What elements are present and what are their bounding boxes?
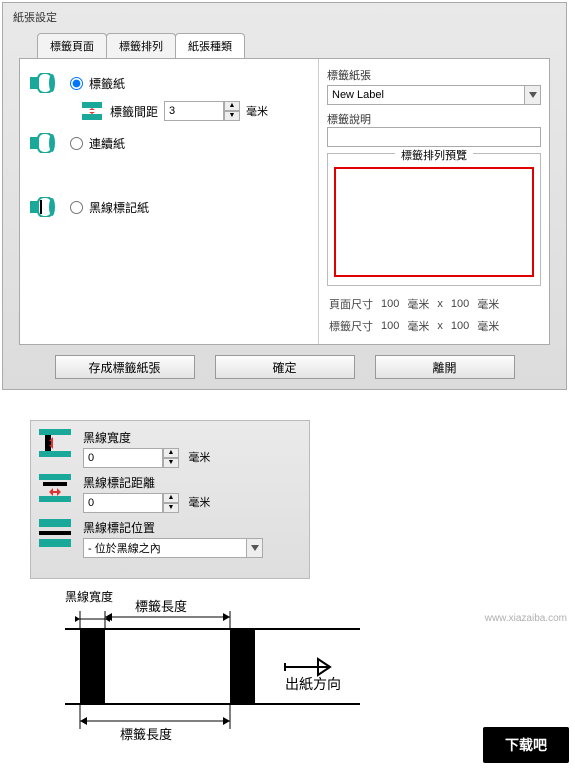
bl-dist-label: 黑線標記距離 — [83, 474, 301, 491]
radio-blackmark[interactable] — [70, 201, 83, 214]
dialog-title: 紙張設定 — [7, 7, 562, 27]
save-template-button[interactable]: 存成標籤紙張 — [55, 355, 195, 379]
tab-paper-type[interactable]: 紙張種類 — [175, 33, 245, 58]
table-row: 頁面尺寸 100 毫米 x 100 毫米 — [329, 294, 505, 314]
spin-up[interactable]: ▲ — [163, 493, 179, 503]
spin-down[interactable]: ▼ — [163, 503, 179, 513]
ok-button[interactable]: 確定 — [215, 355, 355, 379]
diagram-label-len-top: 標籤長度 — [135, 599, 187, 614]
bl-pos-input[interactable] — [83, 538, 263, 558]
watermark-url: www.xiazaiba.com — [485, 613, 567, 624]
spin-down[interactable]: ▼ — [163, 458, 179, 468]
right-column: 標籤紙張 標籤說明 標籤排列預覽 頁面尺寸 100 毫米 x 100 — [319, 59, 549, 344]
option-label-paper-row: 標籤紙 — [30, 73, 308, 93]
gap-icon — [82, 102, 102, 120]
gap-row: 標籤間距 ▲ ▼ 毫米 — [82, 101, 308, 121]
desc-input[interactable] — [327, 127, 541, 147]
spin-up[interactable]: ▲ — [163, 448, 179, 458]
button-row: 存成標籤紙張 確定 離開 — [7, 355, 562, 379]
bl-width-row: 黑線寬度 ▲▼ 毫米 — [39, 429, 301, 468]
left-column: 標籤紙 標籤間距 ▲ ▼ 毫米 — [20, 59, 319, 344]
diagram-area: www.xiazaiba.com 黑線寬度 標籤長度 — [0, 589, 575, 769]
unit: 毫米 — [188, 452, 210, 464]
desc-label: 標籤說明 — [327, 111, 541, 127]
dimensions-table: 頁面尺寸 100 毫米 x 100 毫米 標籤尺寸 100 毫米 x 100 毫… — [327, 292, 507, 338]
diagram-label-len-bottom: 標籤長度 — [120, 727, 172, 742]
gap-input[interactable] — [164, 101, 224, 121]
bl-pos-combo — [83, 538, 263, 558]
gap-spin-up[interactable]: ▲ — [224, 101, 240, 111]
preview-title: 標籤排列預覽 — [395, 147, 473, 163]
radio-label-paper[interactable] — [70, 77, 83, 90]
combo-down-icon[interactable] — [246, 539, 262, 557]
gap-spinner: ▲ ▼ — [164, 101, 240, 121]
bl-pos-icon — [39, 519, 71, 547]
bl-pos-row: 黑線標記位置 — [39, 519, 301, 564]
bl-width-input[interactable] — [83, 448, 163, 468]
site-logo: 下载吧 — [483, 727, 569, 763]
tab-bar: 標籤頁面 標籤排列 紙張種類 — [37, 33, 562, 58]
roll-icon — [30, 133, 56, 153]
label-paper-text: 標籤紙 — [89, 75, 125, 92]
bl-dist-row: 黑線標記距離 ▲▼ 毫米 — [39, 474, 301, 513]
gap-spin-down[interactable]: ▼ — [224, 111, 240, 121]
roll-icon — [30, 73, 56, 93]
bl-width-icon — [39, 429, 71, 457]
template-label: 標籤紙張 — [327, 67, 541, 83]
tab-label-page[interactable]: 標籤頁面 — [37, 33, 107, 58]
bl-dist-icon — [39, 474, 71, 502]
template-input[interactable] — [327, 85, 541, 105]
table-row: 標籤尺寸 100 毫米 x 100 毫米 — [329, 316, 505, 336]
option-continuous-row: 連續紙 — [30, 133, 308, 153]
blackmark-text: 黑線標記紙 — [89, 199, 149, 216]
label-diagram: 黑線寬度 標籤長度 標籤長度 出紙方向 — [60, 589, 380, 749]
paper-settings-dialog: 紙張設定 標籤頁面 標籤排列 紙張種類 標籤紙 標籤間距 — [2, 2, 567, 390]
exit-button[interactable]: 離開 — [375, 355, 515, 379]
preview-box — [334, 167, 534, 277]
gap-unit: 毫米 — [246, 103, 268, 119]
blackmark-settings-panel: 黑線寬度 ▲▼ 毫米 黑線標記距離 ▲▼ 毫米 黑線標記位置 — [30, 420, 310, 579]
radio-continuous[interactable] — [70, 137, 83, 150]
panel: 標籤紙 標籤間距 ▲ ▼ 毫米 — [19, 58, 550, 345]
unit: 毫米 — [188, 497, 210, 509]
tab-label-arrange[interactable]: 標籤排列 — [106, 33, 176, 58]
template-combo — [327, 85, 541, 105]
bl-dist-input[interactable] — [83, 493, 163, 513]
preview-frame: 標籤排列預覽 — [327, 153, 541, 286]
roll-blackmark-icon — [30, 197, 56, 217]
bl-pos-label: 黑線標記位置 — [83, 519, 301, 536]
diagram-bl-width-text: 黑線寬度 — [65, 589, 113, 604]
continuous-text: 連續紙 — [89, 135, 125, 152]
option-blackmark-row: 黑線標記紙 — [30, 197, 308, 217]
bl-width-label: 黑線寬度 — [83, 429, 301, 446]
combo-down-icon[interactable] — [524, 86, 540, 104]
gap-label: 標籤間距 — [110, 103, 158, 120]
